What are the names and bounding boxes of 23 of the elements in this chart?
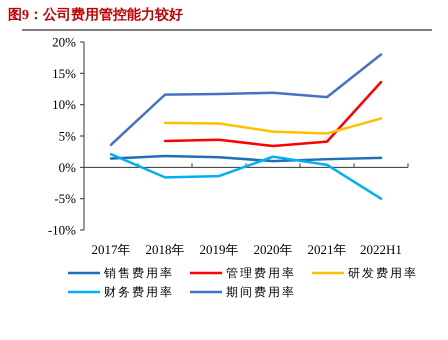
legend-label: 财务费用率 [104, 285, 174, 300]
y-tick-label: 10% [52, 97, 76, 112]
legend-label: 期间费用率 [226, 285, 296, 300]
line-series [164, 80, 382, 148]
x-tick-label: 2018年 [146, 242, 184, 257]
y-tick-label: -5% [54, 191, 76, 206]
line-series [110, 152, 382, 200]
x-tick-label: 2021年 [308, 242, 346, 257]
legend-label: 研发费用率 [348, 266, 418, 280]
y-tick-label: 20% [52, 34, 76, 50]
line-series [110, 53, 382, 146]
x-tick-label: 2020年 [254, 242, 292, 257]
chart-title: 图9：公司费用管控能力较好 [8, 7, 183, 23]
x-tick-label: 2019年 [200, 242, 238, 257]
line-series [164, 117, 382, 135]
legend-label: 销售费用率 [103, 266, 174, 280]
y-tick-label: 0% [58, 160, 76, 175]
x-tick-label: 2022H1 [360, 242, 402, 257]
y-tick-label: 5% [58, 128, 76, 144]
legend-label: 管理费用率 [226, 266, 296, 280]
y-tick-label: -10% [48, 222, 76, 238]
y-tick-label: 15% [52, 66, 76, 81]
x-tick-label: 2017年 [92, 242, 130, 257]
